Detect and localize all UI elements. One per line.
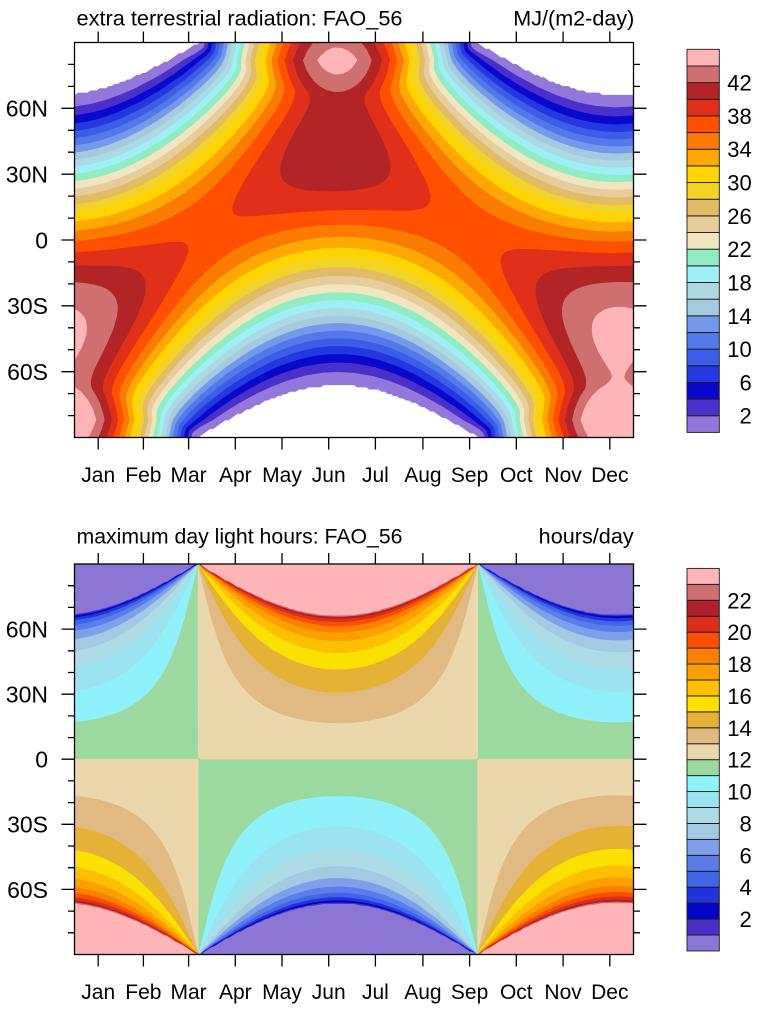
svg-text:60S: 60S: [7, 877, 48, 903]
svg-text:May: May: [262, 464, 302, 487]
svg-text:34: 34: [727, 137, 751, 162]
svg-text:extra terrestrial radiation: F: extra terrestrial radiation: FAO_56: [77, 8, 403, 31]
svg-text:0: 0: [35, 227, 48, 253]
svg-text:4: 4: [739, 875, 751, 900]
svg-text:60S: 60S: [7, 359, 48, 385]
svg-text:30: 30: [727, 171, 751, 196]
svg-text:Feb: Feb: [125, 981, 161, 1004]
svg-text:8: 8: [739, 811, 751, 836]
svg-text:6: 6: [739, 370, 751, 395]
svg-text:Jun: Jun: [312, 464, 346, 487]
svg-text:Jul: Jul: [362, 981, 389, 1004]
svg-text:22: 22: [727, 237, 751, 262]
svg-text:30N: 30N: [6, 162, 48, 188]
svg-text:Apr: Apr: [219, 464, 252, 487]
svg-text:30N: 30N: [6, 682, 48, 708]
svg-text:60N: 60N: [6, 96, 48, 122]
svg-text:6: 6: [739, 843, 751, 868]
svg-text:18: 18: [727, 271, 751, 296]
svg-text:Mar: Mar: [171, 464, 207, 487]
svg-text:14: 14: [727, 716, 751, 741]
svg-text:May: May: [262, 981, 302, 1004]
svg-text:Dec: Dec: [591, 464, 628, 487]
svg-text:Dec: Dec: [591, 981, 628, 1004]
svg-text:26: 26: [727, 204, 751, 229]
svg-text:12: 12: [727, 748, 751, 773]
svg-text:16: 16: [727, 684, 751, 709]
svg-text:18: 18: [727, 652, 751, 677]
svg-text:10: 10: [727, 337, 751, 362]
svg-text:42: 42: [727, 71, 751, 96]
svg-text:MJ/(m2-day): MJ/(m2-day): [513, 8, 634, 31]
svg-text:Jul: Jul: [362, 464, 389, 487]
svg-text:0: 0: [35, 747, 48, 773]
svg-text:Nov: Nov: [544, 464, 582, 487]
svg-text:Feb: Feb: [125, 464, 161, 487]
svg-text:Mar: Mar: [171, 981, 207, 1004]
svg-text:38: 38: [727, 104, 751, 129]
svg-text:Oct: Oct: [500, 981, 533, 1004]
svg-text:Jun: Jun: [312, 981, 346, 1004]
svg-text:Jan: Jan: [81, 464, 115, 487]
svg-text:Jan: Jan: [81, 981, 115, 1004]
svg-text:Aug: Aug: [404, 981, 441, 1004]
svg-text:hours/day: hours/day: [539, 526, 635, 549]
svg-text:20: 20: [727, 620, 751, 645]
svg-text:Oct: Oct: [500, 464, 533, 487]
svg-text:Nov: Nov: [544, 981, 582, 1004]
svg-text:Sep: Sep: [451, 464, 488, 487]
svg-text:Sep: Sep: [451, 981, 488, 1004]
svg-text:2: 2: [739, 404, 751, 429]
svg-text:22: 22: [727, 588, 751, 613]
svg-text:Apr: Apr: [219, 981, 252, 1004]
svg-text:10: 10: [727, 780, 751, 805]
svg-text:30S: 30S: [7, 293, 48, 319]
svg-text:maximum day light hours: FAO_5: maximum day light hours: FAO_56: [77, 526, 403, 549]
svg-text:14: 14: [727, 304, 751, 329]
svg-text:30S: 30S: [7, 812, 48, 838]
svg-text:2: 2: [739, 907, 751, 932]
svg-text:Aug: Aug: [404, 464, 441, 487]
svg-text:60N: 60N: [6, 617, 48, 643]
